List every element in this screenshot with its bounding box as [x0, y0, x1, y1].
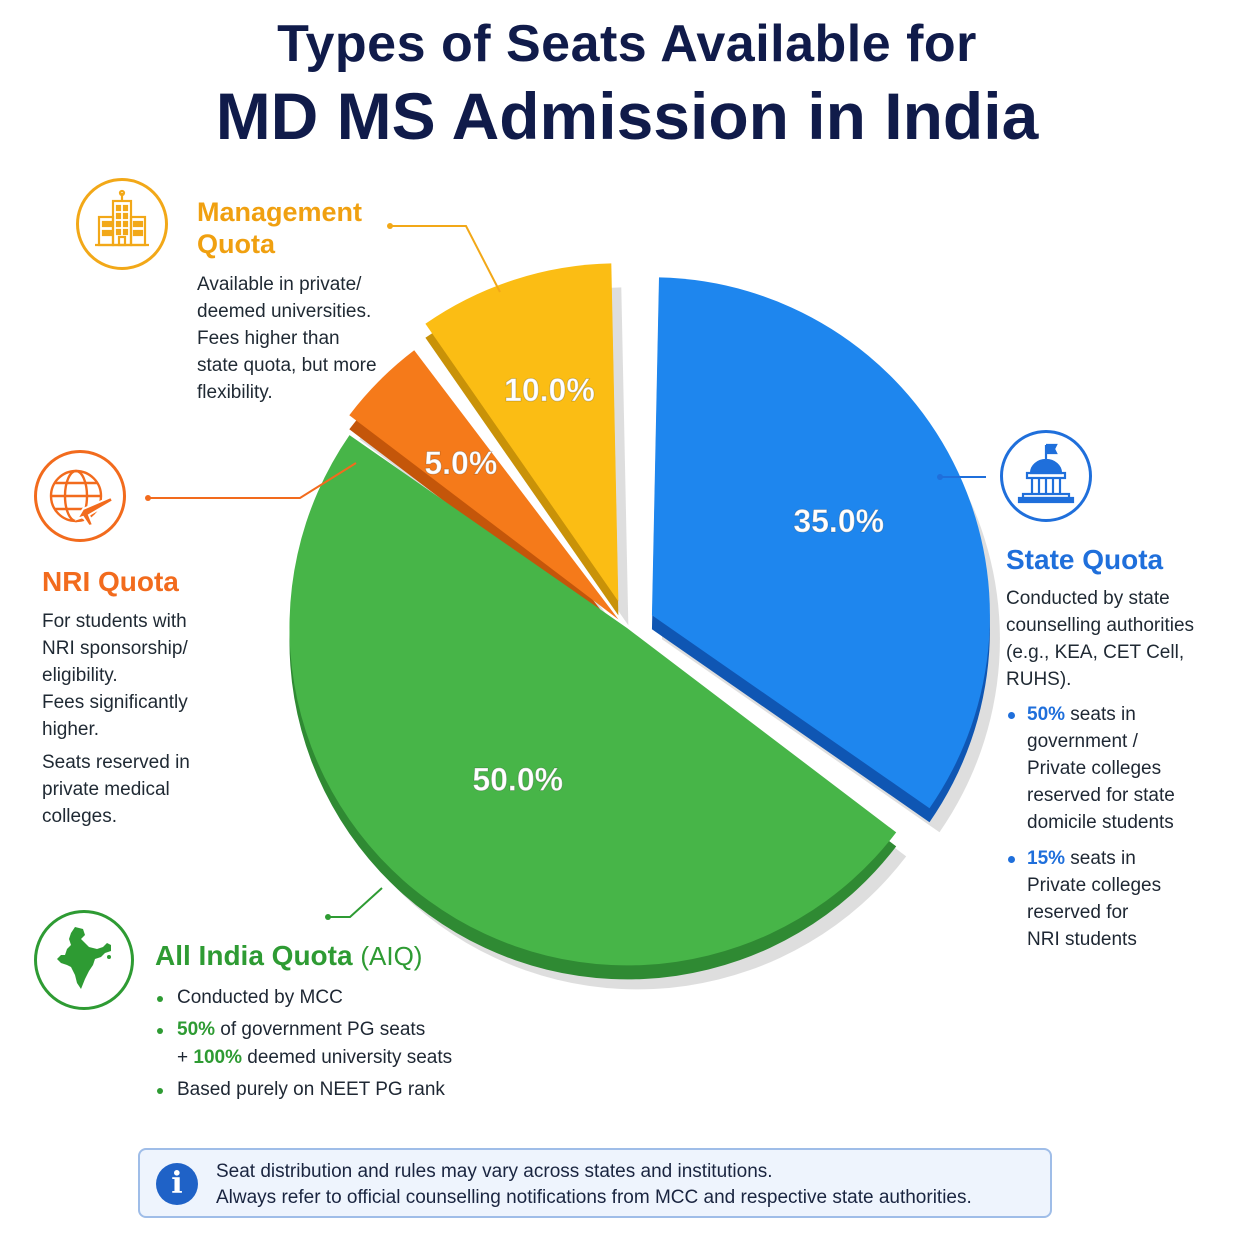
description-paragraph: Seats reserved in private medical colleg…: [42, 749, 242, 830]
list-item: 50% of government PG seats + 100% deemed…: [155, 1016, 555, 1072]
management-heading-line-1: Management: [197, 197, 363, 227]
description-line: Conducted by state: [1006, 588, 1170, 609]
list-item: 50% seats in government / Private colleg…: [1006, 701, 1236, 836]
aiq-heading-text: All India Quota: [155, 940, 353, 971]
disclaimer-box: i Seat distribution and rules may vary a…: [138, 1148, 1052, 1218]
bullet-text: domicile students: [1027, 812, 1174, 833]
nri-slice: [349, 350, 619, 620]
disclaimer-line: Seat distribution and rules may vary acr…: [216, 1161, 773, 1182]
pie-label-layer: 35.0% 50.0% 5.0% 10.0%: [424, 372, 885, 798]
nri-leader-line: [148, 462, 357, 499]
highlight-percent: 100%: [193, 1047, 242, 1068]
aiq-heading-abbr: (AIQ): [360, 941, 423, 971]
aiq-slice: [289, 435, 897, 966]
state-slice: [651, 277, 990, 809]
description-line: private medical: [42, 779, 170, 800]
leader-lines: [145, 223, 986, 920]
pie-slice-layer: [289, 263, 990, 966]
aiq-heading: All India Quota (AIQ): [155, 939, 422, 973]
description-line: Fees significantly: [42, 692, 188, 713]
description-line: Available in private/: [197, 274, 362, 295]
aiq-bullets: Conducted by MCC 50% of government PG se…: [155, 984, 555, 1108]
description-line: colleges.: [42, 806, 117, 827]
state-quota-bullets: 50% seats in government / Private colleg…: [1006, 701, 1236, 962]
bullet-text: of government PG seats: [215, 1019, 426, 1040]
description-line: (e.g., KEA, CET Cell,: [1006, 642, 1185, 663]
bullet-text: Conducted by MCC: [177, 987, 343, 1008]
management-leader-line-dot: [387, 223, 393, 229]
nri-leader-line-dot: [145, 495, 151, 501]
management-slice: [425, 263, 619, 602]
highlight-percent: 15%: [1027, 848, 1066, 869]
bullet-text: +: [177, 1047, 194, 1068]
description-line: state quota, but more: [197, 355, 377, 376]
nri-quota-heading: NRI Quota: [42, 566, 179, 597]
info-icon: i: [156, 1163, 198, 1205]
description-line: eligibility.: [42, 665, 118, 686]
bullet-text: NRI students: [1027, 929, 1137, 950]
nri-data-label: 5.0%: [424, 445, 497, 481]
disclaimer-line: Always refer to official counselling not…: [216, 1187, 972, 1208]
description-paragraph: Fees significantly higher.: [42, 689, 242, 743]
government-building-icon: [1000, 430, 1092, 522]
aiq-leader-line: [328, 887, 383, 918]
bullet-text: Private colleges: [1027, 875, 1162, 896]
management-heading-line-2: Quota: [197, 229, 275, 260]
bullet-text: Private colleges: [1027, 758, 1162, 779]
management-leader-line: [390, 225, 501, 293]
building-icon: [76, 178, 168, 270]
bullet-text: deemed university seats: [241, 1047, 453, 1068]
title-line-1: Types of Seats Available for: [277, 15, 977, 73]
description-line: deemed universities.: [197, 301, 372, 322]
description-paragraph: For students with NRI sponsorship/ eligi…: [42, 608, 242, 689]
india-map-icon: [34, 910, 134, 1010]
description-line: Fees higher than: [197, 328, 340, 349]
aiq-leader-line-dot: [325, 914, 331, 920]
state-quota-description: Conducted by state counselling authoriti…: [1006, 585, 1236, 693]
bullet-text: seats in: [1065, 704, 1136, 725]
title-line-2: MD MS Admission in India: [215, 79, 1039, 153]
description-line: counselling authorities: [1006, 615, 1195, 636]
aiq-data-label: 50.0%: [472, 761, 563, 797]
management-quota-description: Available in private/ deemed universitie…: [197, 271, 417, 406]
list-item: Based purely on NEET PG rank: [155, 1076, 555, 1104]
nri-quota-description: For students with NRI sponsorship/ eligi…: [42, 608, 242, 830]
list-item: 15% seats in Private colleges reserved f…: [1006, 845, 1236, 953]
description-line: For students with: [42, 611, 187, 632]
description-line: flexibility.: [197, 382, 273, 403]
bullet-text: government /: [1027, 731, 1138, 752]
list-item: Conducted by MCC: [155, 984, 555, 1012]
description-line: Seats reserved in: [42, 752, 190, 773]
description-line: NRI sponsorship/: [42, 638, 188, 659]
description-line: higher.: [42, 719, 100, 740]
state-leader-line-dot: [937, 474, 943, 480]
management-quota-heading: Management Quota: [197, 196, 397, 261]
management-data-label: 10.0%: [504, 372, 595, 408]
description-line: RUHS).: [1006, 669, 1072, 690]
highlight-percent: 50%: [177, 1019, 216, 1040]
bullet-text: seats in: [1065, 848, 1136, 869]
bullet-text: reserved for state: [1027, 785, 1175, 806]
bullet-text: reserved for: [1027, 902, 1129, 923]
bullet-text: Based purely on NEET PG rank: [177, 1079, 445, 1100]
globe-plane-icon: [34, 450, 126, 542]
highlight-percent: 50%: [1027, 704, 1066, 725]
disclaimer-text: Seat distribution and rules may vary acr…: [216, 1159, 972, 1211]
state-quota-heading: State Quota: [1006, 544, 1164, 575]
state-data-label: 35.0%: [793, 503, 884, 539]
